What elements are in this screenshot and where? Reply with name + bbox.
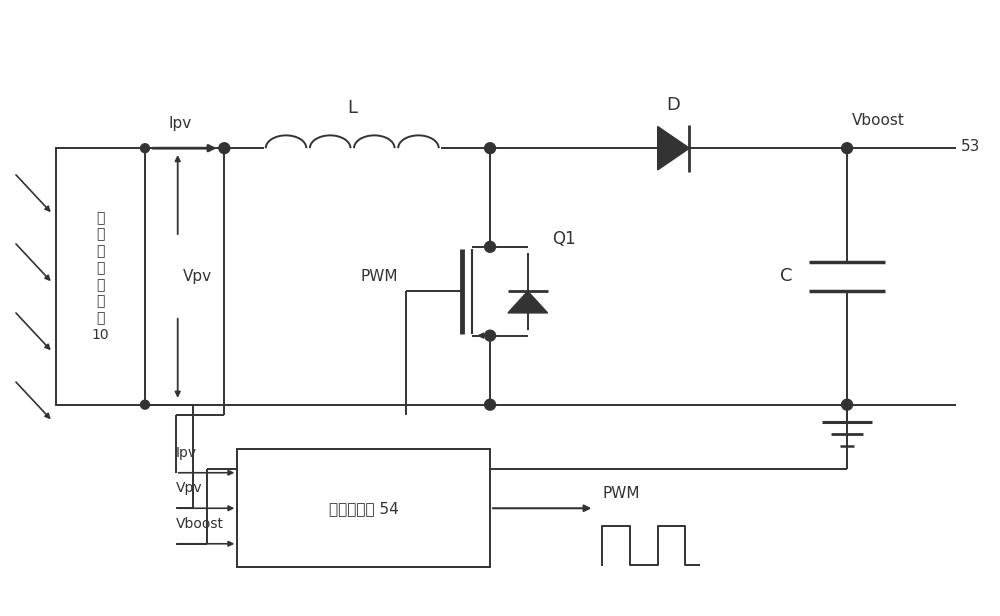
Circle shape [485, 241, 496, 253]
Circle shape [485, 143, 496, 153]
Text: PWM: PWM [602, 486, 640, 501]
Circle shape [219, 143, 230, 153]
Circle shape [485, 330, 496, 341]
Text: Vpv: Vpv [176, 482, 202, 495]
Text: 第一控制器 54: 第一控制器 54 [329, 501, 399, 516]
Circle shape [141, 400, 149, 409]
Text: Ipv: Ipv [168, 116, 191, 131]
Bar [56, 148, 145, 405]
Bar [237, 449, 490, 567]
Circle shape [141, 144, 149, 153]
Text: C: C [780, 267, 793, 285]
Text: PWM: PWM [360, 269, 398, 284]
Text: Ipv: Ipv [176, 446, 197, 460]
Text: 太
阳
能
电
池
阵
列
10: 太 阳 能 电 池 阵 列 10 [92, 211, 109, 342]
Text: Q1: Q1 [553, 230, 576, 248]
Circle shape [842, 143, 853, 153]
Circle shape [485, 399, 496, 410]
Text: Vboost: Vboost [852, 113, 905, 129]
Circle shape [842, 399, 853, 410]
Text: D: D [667, 95, 680, 114]
Text: 53: 53 [961, 139, 981, 154]
Text: Vpv: Vpv [183, 269, 212, 284]
Polygon shape [658, 126, 689, 170]
Text: Vboost: Vboost [176, 517, 224, 531]
Text: L: L [347, 99, 357, 116]
Polygon shape [508, 291, 548, 313]
